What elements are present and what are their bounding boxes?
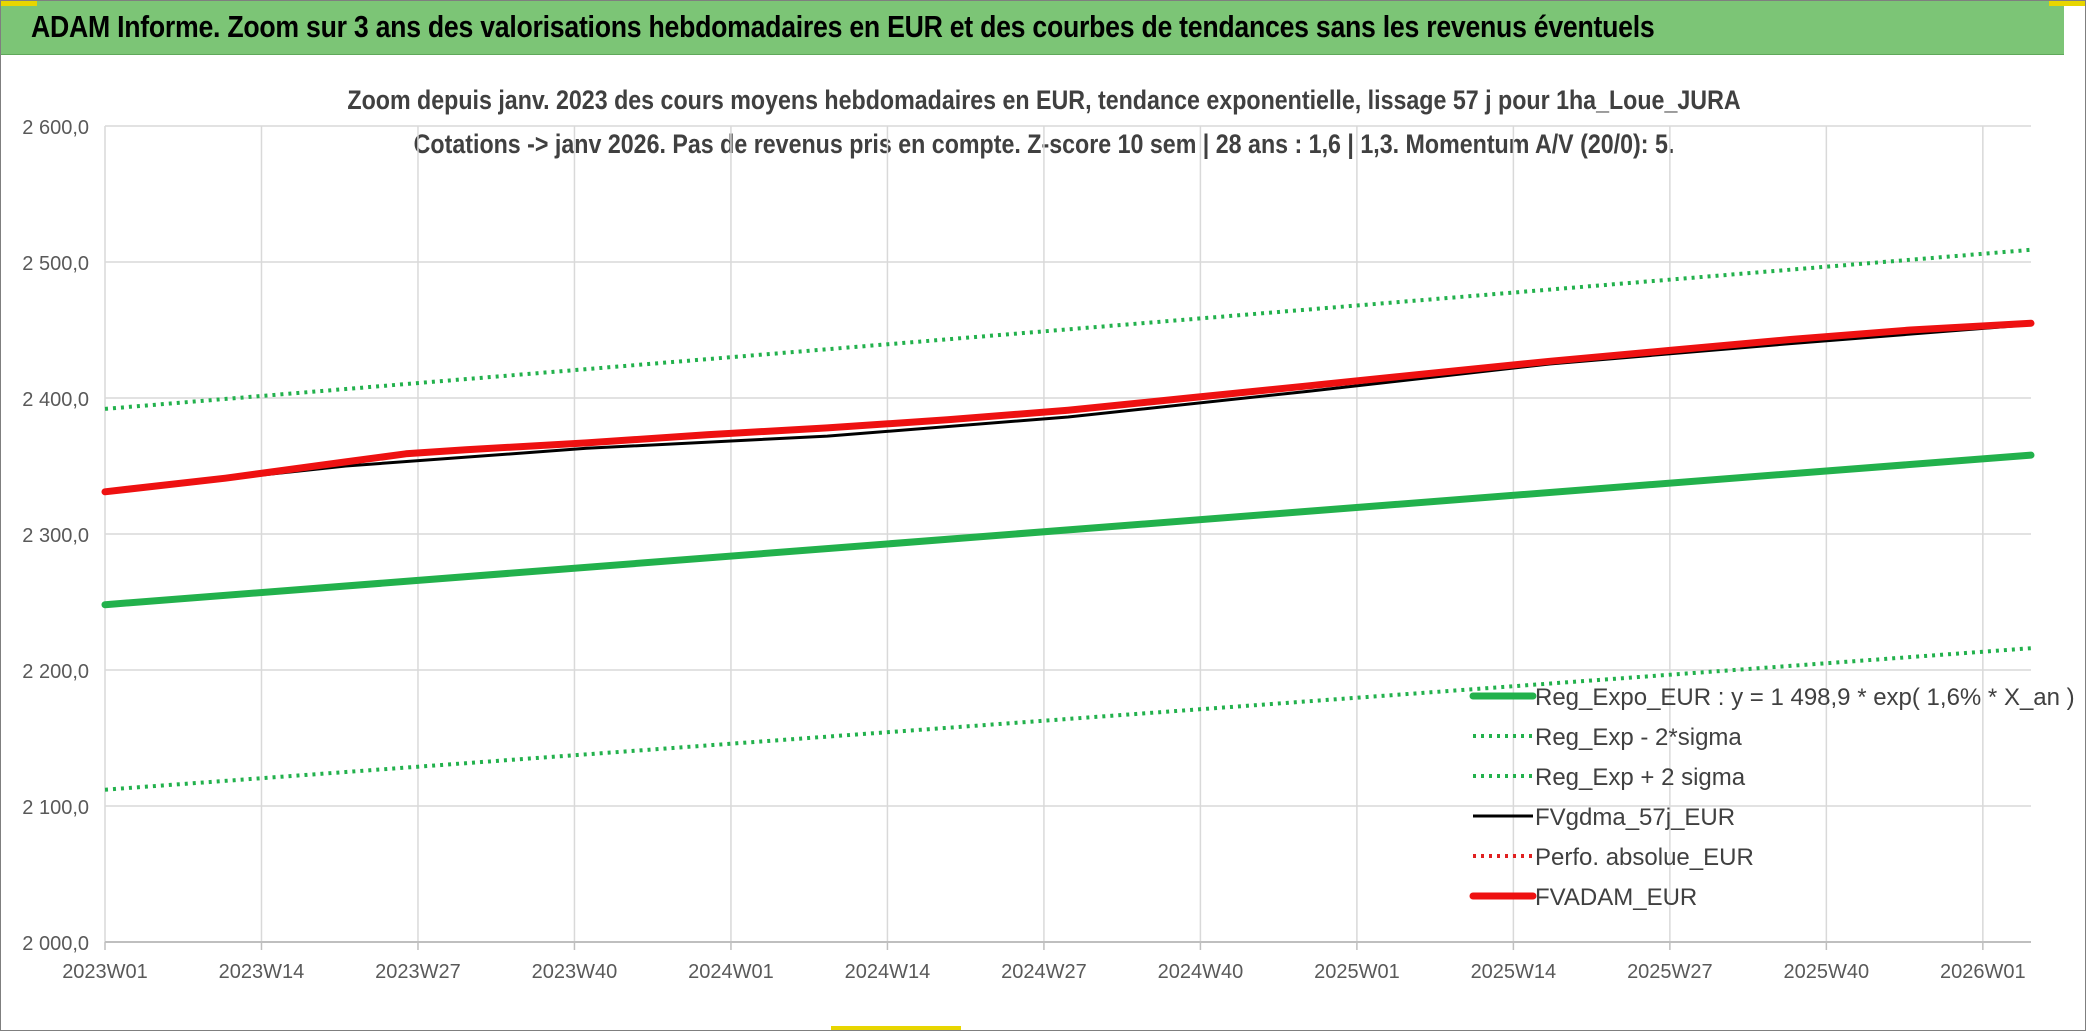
x-tick-label: 2025W40 <box>1784 961 1870 983</box>
banner-accent-right <box>2049 1 2085 6</box>
x-tick-label: 2025W14 <box>1471 961 1557 983</box>
chart-title: Zoom depuis janv. 2023 des cours moyens … <box>347 85 1741 115</box>
report-title: ADAM Informe. Zoom sur 3 ans des valoris… <box>31 9 1655 44</box>
y-tick-label: 2 100,0 <box>22 797 89 819</box>
y-tick-label: 2 200,0 <box>22 661 89 683</box>
x-tick-label: 2024W27 <box>1001 961 1087 983</box>
legend-label: Reg_Exp + 2 sigma <box>1535 764 1746 791</box>
y-tick-label: 2 400,0 <box>22 389 89 411</box>
report-banner: ADAM Informe. Zoom sur 3 ans des valoris… <box>1 1 2064 55</box>
legend-label: FVADAM_EUR <box>1535 884 1697 911</box>
x-tick-label: 2024W14 <box>845 961 931 983</box>
series-line-fvadam-eur <box>101 319 2035 496</box>
legend-label: Reg_Expo_EUR : y = 1 498,9 * exp( 1,6% *… <box>1535 684 2075 711</box>
y-tick-label: 2 000,0 <box>22 933 89 955</box>
series-line-reg-expo-eur <box>101 451 2035 609</box>
y-tick-label: 2 600,0 <box>22 117 89 139</box>
series-line-reg-exp <box>104 247 2032 411</box>
y-tick-label: 2 500,0 <box>22 253 89 275</box>
x-tick-label: 2024W01 <box>688 961 774 983</box>
x-tick-label: 2023W01 <box>62 961 148 983</box>
x-tick-label: 2025W01 <box>1314 961 1400 983</box>
x-tick-label: 2023W14 <box>219 961 305 983</box>
x-tick-label: 2023W40 <box>532 961 618 983</box>
x-tick-label: 2025W27 <box>1627 961 1713 983</box>
series-line-fvgdma-57j-eur <box>104 323 2032 494</box>
legend-label: Reg_Exp - 2*sigma <box>1535 724 1742 751</box>
y-tick-label: 2 300,0 <box>22 525 89 547</box>
legend-label: Perfo. absolue_EUR <box>1535 844 1754 871</box>
series-line-reg-exp <box>104 646 2032 792</box>
x-tick-label: 2024W40 <box>1158 961 1244 983</box>
legend-label: FVgdma_57j_EUR <box>1535 804 1735 831</box>
banner-accent-left <box>1 1 37 6</box>
x-tick-label: 2026W01 <box>1940 961 2026 983</box>
x-tick-label: 2023W27 <box>375 961 461 983</box>
bottom-accent <box>831 1026 961 1030</box>
